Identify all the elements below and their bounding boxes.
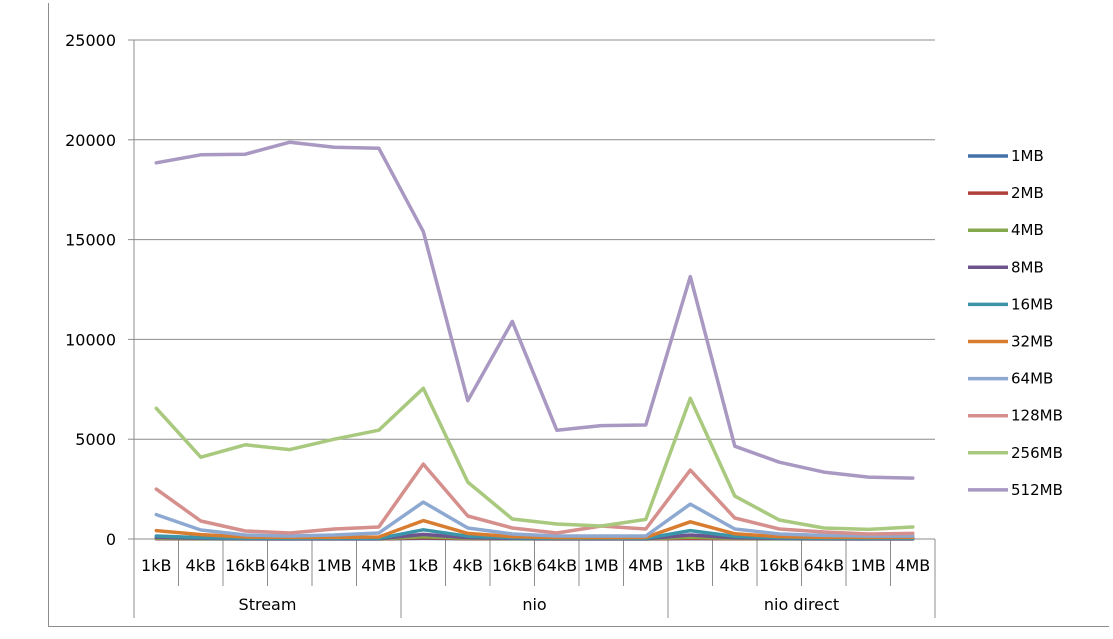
x-tick-label: 4kB: [720, 556, 750, 575]
y-tick-label: 10000: [65, 330, 116, 349]
series-lines: [154, 140, 915, 541]
x-group-label: Stream: [239, 595, 297, 614]
x-tick-label: 1MB: [851, 556, 886, 575]
x-tick-label: 1kB: [141, 556, 171, 575]
series-line: [154, 140, 915, 480]
x-tick-label: 64kB: [536, 556, 577, 575]
x-tick-label: 4kB: [186, 556, 216, 575]
y-axis: 0 5000 10000 15000 20000 25000: [65, 31, 135, 549]
x-group-label: nio direct: [764, 595, 839, 614]
x-tick-label: 16kB: [492, 556, 533, 575]
y-tick-label: 20000: [65, 131, 116, 150]
x-axis: 1kB 4kB 16kB 64kB 1MB 4MB 1kB 4kB 16kB 64kB 1MB 4MB…: [133, 538, 936, 618]
y-tick-label: 0: [106, 530, 116, 549]
gridlines: [134, 39, 935, 440]
series-line: [154, 462, 915, 536]
legend-label: 8MB: [1011, 258, 1044, 276]
x-tick-label: 1MB: [317, 556, 352, 575]
legend-label: 1MB: [1011, 147, 1044, 165]
x-tick-label: 64kB: [803, 556, 844, 575]
x-tick-label: 1kB: [675, 556, 705, 575]
legend-label: 256MB: [1011, 444, 1063, 462]
x-tick-label: 16kB: [225, 556, 266, 575]
series-line: [154, 386, 915, 532]
x-group-label: nio: [522, 595, 546, 614]
legend-label: 64MB: [1011, 370, 1053, 388]
x-tick-label: 4MB: [628, 556, 663, 575]
x-tick-label: 4kB: [453, 556, 483, 575]
y-tick-label: 15000: [65, 231, 116, 250]
legend-label: 32MB: [1011, 333, 1053, 351]
y-tick-label: 5000: [75, 430, 116, 449]
legend-label: 2MB: [1011, 184, 1044, 202]
x-tick-label: 4MB: [361, 556, 396, 575]
legend: 1MB 2MB 4MB 8MB 16MB 32MB 64MB 128MB 256MB 512MB: [968, 147, 1063, 499]
x-tick-label: 64kB: [269, 556, 310, 575]
legend-label: 512MB: [1011, 481, 1063, 499]
y-tick-label: 25000: [65, 31, 116, 50]
x-tick-label: 4MB: [895, 556, 930, 575]
legend-label: 128MB: [1011, 407, 1063, 425]
chart-frame: [48, 3, 1109, 627]
legend-label: 16MB: [1011, 295, 1053, 313]
x-tick-label: 1MB: [584, 556, 619, 575]
legend-label: 4MB: [1011, 221, 1044, 239]
series-line: [154, 500, 915, 538]
x-tick-label: 1kB: [408, 556, 438, 575]
x-tick-label: 16kB: [759, 556, 800, 575]
